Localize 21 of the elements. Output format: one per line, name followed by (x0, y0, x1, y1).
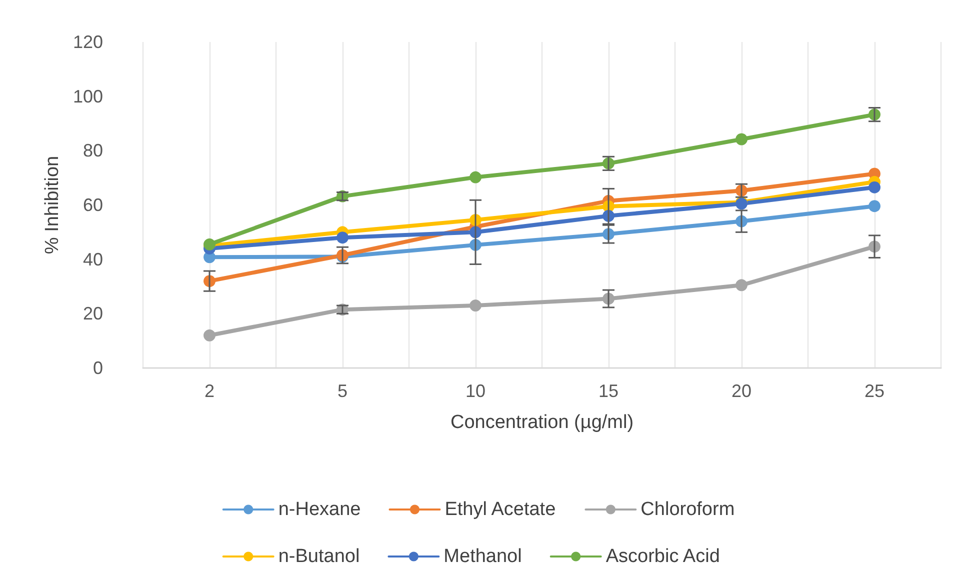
y-tick-label: 60 (82, 195, 103, 215)
legend-label: Chloroform (640, 499, 735, 520)
y-tick-label: 20 (82, 304, 103, 324)
legend-label: Methanol (444, 546, 522, 567)
x-tick-label: 25 (864, 381, 885, 401)
legend-label: Ascorbic Acid (606, 546, 720, 567)
legend-label: n-Butanol (278, 546, 360, 567)
x-tick-label: 20 (731, 381, 752, 401)
x-tick-label: 10 (465, 381, 486, 401)
x-axis-title: Concentration (µg/ml) (450, 412, 634, 433)
x-tick-label: 15 (598, 381, 619, 401)
y-tick-label: 100 (72, 86, 103, 106)
legend-label: n-Hexane (278, 499, 361, 520)
y-axis-title: % Inhibition (42, 156, 64, 254)
x-tick-label: 5 (337, 381, 348, 401)
y-tick-label: 40 (82, 249, 103, 270)
y-tick-label: 80 (82, 140, 103, 161)
y-tick-label: 120 (72, 32, 103, 52)
legend-label: Ethyl Acetate (444, 499, 556, 520)
x-tick-label: 2 (204, 381, 215, 401)
y-tick-label: 0 (92, 358, 103, 378)
